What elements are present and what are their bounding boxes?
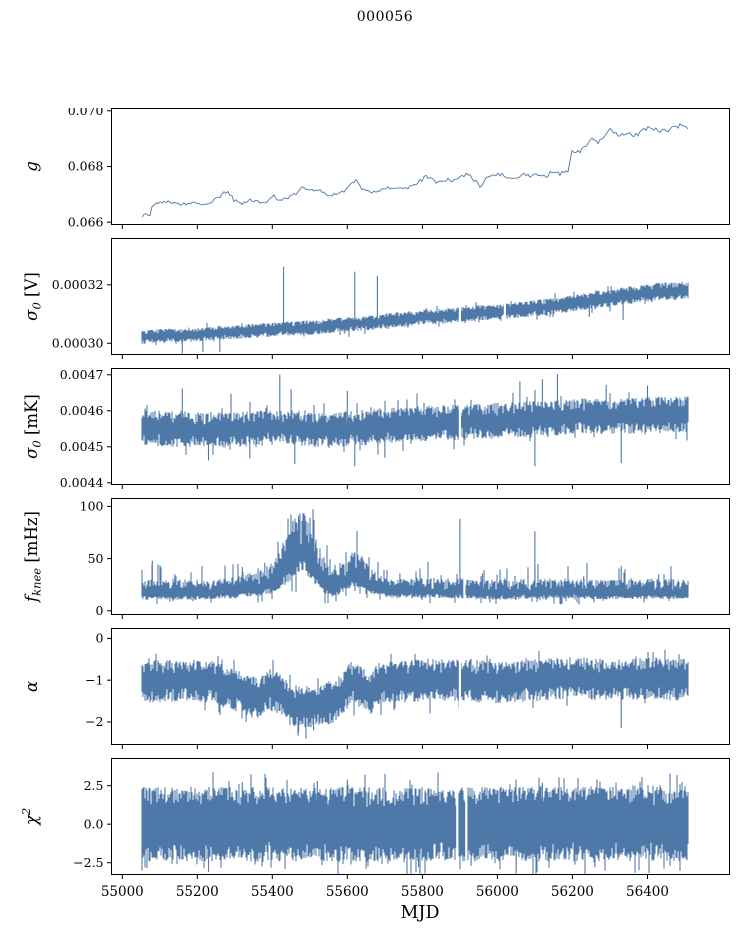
series-chi2 xyxy=(141,772,689,875)
y-tick-label: 0.0044 xyxy=(60,475,104,490)
panel-g: 0.066 0.068 0.070 g xyxy=(22,108,730,229)
panel-alpha: 0 −1 −2 α xyxy=(22,628,730,749)
x-tick-label: 55200 xyxy=(176,884,219,900)
x-tick-label: 55400 xyxy=(251,884,294,900)
y-tick-label: 0.0 xyxy=(84,816,104,831)
y-tick-label: 0.0046 xyxy=(60,403,104,418)
x-tick-label: 56200 xyxy=(551,884,594,900)
ylabel-sigma0-mk: σ0 [mK] xyxy=(22,394,44,459)
y-tick-label: 0.068 xyxy=(68,159,104,174)
x-tick-label: 55800 xyxy=(401,884,444,900)
x-tick-label: 56000 xyxy=(476,884,519,900)
y-tick-label: 50 xyxy=(88,551,104,566)
panel-fknee: 0 50 100 fknee [mHz] xyxy=(22,498,730,619)
series-alpha xyxy=(141,649,689,739)
series-sigma0-mk xyxy=(141,389,689,455)
spikes-chi2 xyxy=(207,779,671,874)
y-tick-label: 0.0047 xyxy=(60,368,104,382)
panel-sigma0-v: 0.00030 0.00032 σ0 [V] xyxy=(22,238,730,359)
ylabel-fknee: fknee [mHz] xyxy=(22,511,44,604)
x-axis-label: MJD xyxy=(400,903,440,923)
ylabel-alpha: α xyxy=(22,681,41,692)
y-tick-label: 2.5 xyxy=(84,778,104,793)
y-tick-label: 0.0045 xyxy=(60,439,104,454)
x-tick-label: 55600 xyxy=(326,884,369,900)
y-tick-label: 0 xyxy=(96,603,104,618)
ylabel-g: g xyxy=(22,161,41,172)
data-gap xyxy=(503,239,506,354)
data-gap xyxy=(458,239,461,354)
y-tick-label: 0.070 xyxy=(68,108,104,118)
panel-chi2: 2.5 0.0 −2.5 55000 55200 55400 55600 55800 56000… xyxy=(19,758,730,900)
series-fknee xyxy=(141,509,689,605)
spikes-fknee xyxy=(151,515,675,595)
ylabel-sigma0-v: σ0 [V] xyxy=(22,272,44,321)
ylabel-chi2: χ2 xyxy=(19,808,41,826)
spikes-alpha xyxy=(245,679,622,733)
series-sigma0-v xyxy=(141,281,689,346)
data-gap xyxy=(458,369,461,484)
y-tick-label: −2.5 xyxy=(73,855,103,870)
y-tick-label: 0.066 xyxy=(68,214,104,229)
panel-sigma0-mk: 0.0044 0.0045 0.0046 0.0047 σ0 [mK] xyxy=(22,368,730,490)
y-tick-label: 0 xyxy=(96,631,104,646)
data-gap xyxy=(458,629,461,744)
series-g xyxy=(141,123,689,218)
y-tick-label: 100 xyxy=(80,499,104,514)
data-gap xyxy=(465,759,468,874)
y-tick-label: 0.00030 xyxy=(52,336,104,351)
data-gap xyxy=(463,499,466,614)
spikes-sigma0-mk xyxy=(181,374,649,467)
figure-title: 000056 xyxy=(356,9,414,25)
y-tick-label: 0.00032 xyxy=(52,277,104,292)
x-tick-label: 56400 xyxy=(626,884,669,900)
y-tick-label: −1 xyxy=(85,672,103,687)
data-gap xyxy=(456,759,459,874)
y-tick-label: −2 xyxy=(85,714,103,729)
x-tick-label: 55000 xyxy=(101,884,144,900)
spikes-sigma0-v xyxy=(181,266,624,354)
